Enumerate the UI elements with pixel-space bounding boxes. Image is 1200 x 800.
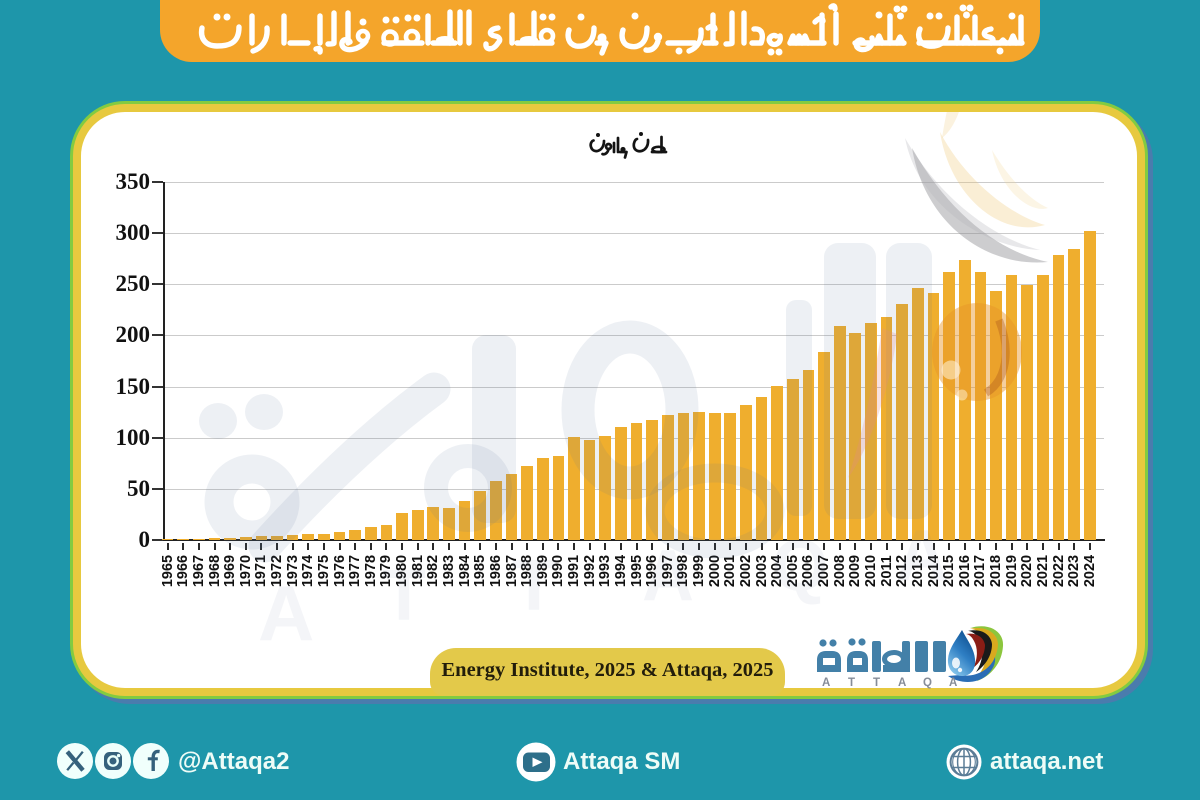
svg-text:Q: Q bbox=[772, 526, 828, 606]
svg-text:A: A bbox=[642, 536, 694, 616]
svg-text:T: T bbox=[848, 677, 855, 689]
svg-text:A: A bbox=[258, 569, 314, 657]
svg-text:T: T bbox=[873, 677, 880, 689]
svg-text:A: A bbox=[949, 677, 957, 689]
svg-text:T: T bbox=[512, 546, 556, 626]
svg-text:A: A bbox=[822, 677, 830, 689]
svg-text:A: A bbox=[898, 677, 906, 689]
svg-text:T: T bbox=[382, 556, 426, 636]
svg-text:A: A bbox=[896, 516, 948, 596]
svg-text:Q: Q bbox=[923, 677, 932, 689]
